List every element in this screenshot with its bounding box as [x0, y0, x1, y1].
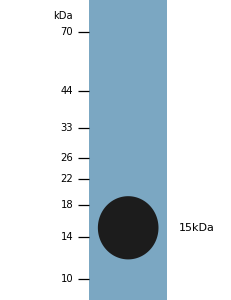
Text: 18: 18 [60, 200, 73, 210]
Text: 44: 44 [60, 86, 73, 96]
Text: 33: 33 [60, 123, 73, 133]
Polygon shape [97, 196, 158, 260]
Text: 26: 26 [60, 153, 73, 163]
Text: 14: 14 [60, 232, 73, 242]
Text: 70: 70 [60, 27, 73, 37]
Text: kDa: kDa [53, 11, 73, 21]
Bar [89, 0, 166, 300]
Text: 22: 22 [60, 174, 73, 184]
Text: 10: 10 [60, 274, 73, 284]
Text: 15kDa: 15kDa [178, 223, 214, 233]
